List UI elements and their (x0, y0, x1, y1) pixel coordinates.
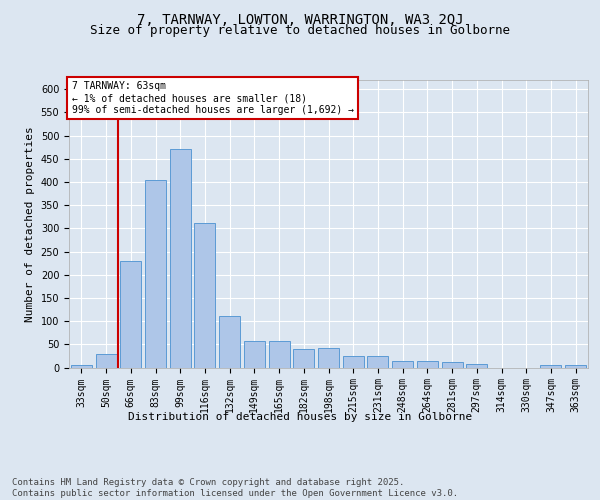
Bar (417, 361, 438, 368)
Bar (170, 148, 191, 368)
Bar (219, 316, 240, 368)
Bar (194, 223, 215, 368)
Bar (541, 365, 562, 368)
Text: Size of property relative to detached houses in Golborne: Size of property relative to detached ho… (90, 24, 510, 37)
Text: 7 TARNWAY: 63sqm
← 1% of detached houses are smaller (18)
99% of semi-detached h: 7 TARNWAY: 63sqm ← 1% of detached houses… (71, 82, 353, 114)
Bar (95, 354, 116, 368)
Bar (442, 362, 463, 368)
Bar (343, 356, 364, 368)
Bar (120, 261, 141, 368)
Bar (367, 356, 388, 368)
Bar (318, 348, 339, 368)
Bar (145, 180, 166, 368)
Bar (466, 364, 487, 368)
Text: 7, TARNWAY, LOWTON, WARRINGTON, WA3 2QJ: 7, TARNWAY, LOWTON, WARRINGTON, WA3 2QJ (137, 12, 463, 26)
Y-axis label: Number of detached properties: Number of detached properties (25, 126, 35, 322)
Bar (293, 349, 314, 368)
Bar (392, 361, 413, 368)
Text: Contains HM Land Registry data © Crown copyright and database right 2025.
Contai: Contains HM Land Registry data © Crown c… (12, 478, 458, 498)
Bar (269, 341, 290, 367)
Text: Distribution of detached houses by size in Golborne: Distribution of detached houses by size … (128, 412, 472, 422)
Bar (565, 365, 586, 368)
Bar (71, 365, 92, 368)
Bar (244, 341, 265, 367)
